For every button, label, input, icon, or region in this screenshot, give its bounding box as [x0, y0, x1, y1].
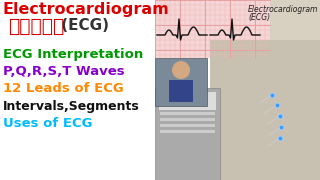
Bar	[160, 124, 215, 127]
Text: ECG Interpretation: ECG Interpretation	[3, 48, 143, 61]
Text: (ECG): (ECG)	[56, 18, 109, 33]
Bar	[210, 40, 320, 180]
Text: Uses of ECG: Uses of ECG	[3, 117, 92, 130]
Text: P,Q,R,S,T Waves: P,Q,R,S,T Waves	[3, 65, 124, 78]
Bar	[160, 112, 215, 115]
Text: Intervals,Segments: Intervals,Segments	[3, 100, 140, 113]
Bar	[155, 0, 270, 58]
Bar	[155, 88, 220, 180]
Bar	[160, 130, 215, 133]
Bar	[160, 118, 215, 121]
Bar	[169, 80, 193, 102]
Bar	[0, 0, 155, 180]
Bar	[210, 0, 320, 180]
Text: हिंदी: हिंदी	[8, 17, 64, 36]
Text: Electrocardiogram: Electrocardiogram	[3, 2, 170, 17]
Bar	[159, 92, 216, 110]
Text: 12 Leads of ECG: 12 Leads of ECG	[3, 82, 124, 95]
Bar	[155, 58, 207, 106]
Circle shape	[172, 61, 190, 79]
Text: Electrocardiogram: Electrocardiogram	[248, 5, 318, 14]
Text: (ECG): (ECG)	[248, 13, 270, 22]
